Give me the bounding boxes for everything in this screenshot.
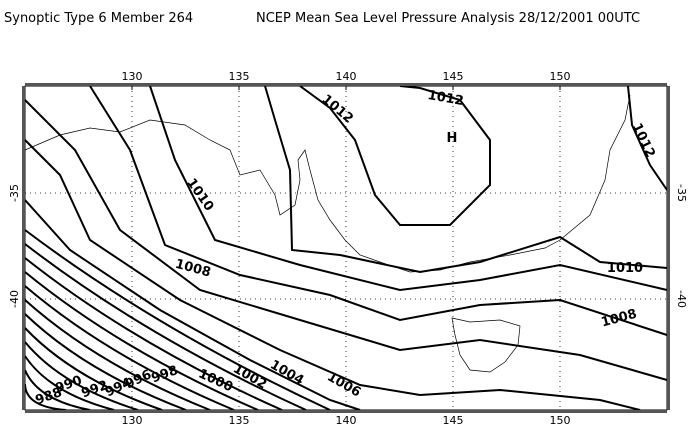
lon-label-top: 135 [229, 70, 250, 83]
isobar [264, 85, 668, 274]
isobar [24, 341, 139, 411]
frame-band [25, 410, 667, 413]
isobar [24, 383, 67, 411]
contour-label: 1010 [607, 261, 643, 276]
lon-label-bottom: 150 [550, 414, 571, 427]
isobar [24, 299, 211, 411]
lon-label-bottom: 140 [336, 414, 357, 427]
isobar [24, 271, 259, 411]
lat-label-right: -40 [675, 290, 688, 308]
isobar [24, 355, 115, 411]
lat-label-right: -35 [675, 184, 688, 202]
isobar [89, 85, 668, 336]
isobar [24, 313, 187, 411]
isobar [149, 85, 668, 292]
lon-label-top: 145 [443, 70, 464, 83]
isobar [24, 327, 163, 411]
isobar [24, 229, 331, 411]
contour-label: 1012 [426, 88, 464, 109]
lon-label-top: 130 [122, 70, 143, 83]
isobar [24, 285, 235, 411]
lon-label-bottom: 130 [122, 414, 143, 427]
lon-label-bottom: 135 [229, 414, 250, 427]
isobar [24, 369, 91, 411]
isobar-group [24, 229, 331, 411]
axes: 130 130 135 135 140 140 145 145 150 150 -35 -35 -40 -… [8, 70, 688, 427]
isobar [24, 99, 668, 381]
isobar [24, 257, 283, 411]
isobar [24, 243, 307, 411]
high-label: H [447, 131, 458, 146]
frame-band [25, 83, 667, 86]
coastline [559, 94, 631, 241]
isobar [627, 85, 668, 191]
isobar [299, 85, 491, 226]
lat-label-left: -40 [8, 290, 21, 308]
left-title: Synoptic Type 6 Member 264 [4, 11, 193, 26]
lon-label-top: 140 [336, 70, 357, 83]
isobar [24, 139, 641, 411]
lon-label-top: 150 [550, 70, 571, 83]
frame-band [667, 86, 670, 410]
lon-label-bottom: 145 [443, 414, 464, 427]
lat-label-left: -35 [8, 184, 21, 202]
tasmania [451, 317, 521, 373]
frame-band [22, 86, 25, 410]
isobar [24, 199, 361, 411]
right-title: NCEP Mean Sea Level Pressure Analysis 28… [256, 11, 640, 26]
